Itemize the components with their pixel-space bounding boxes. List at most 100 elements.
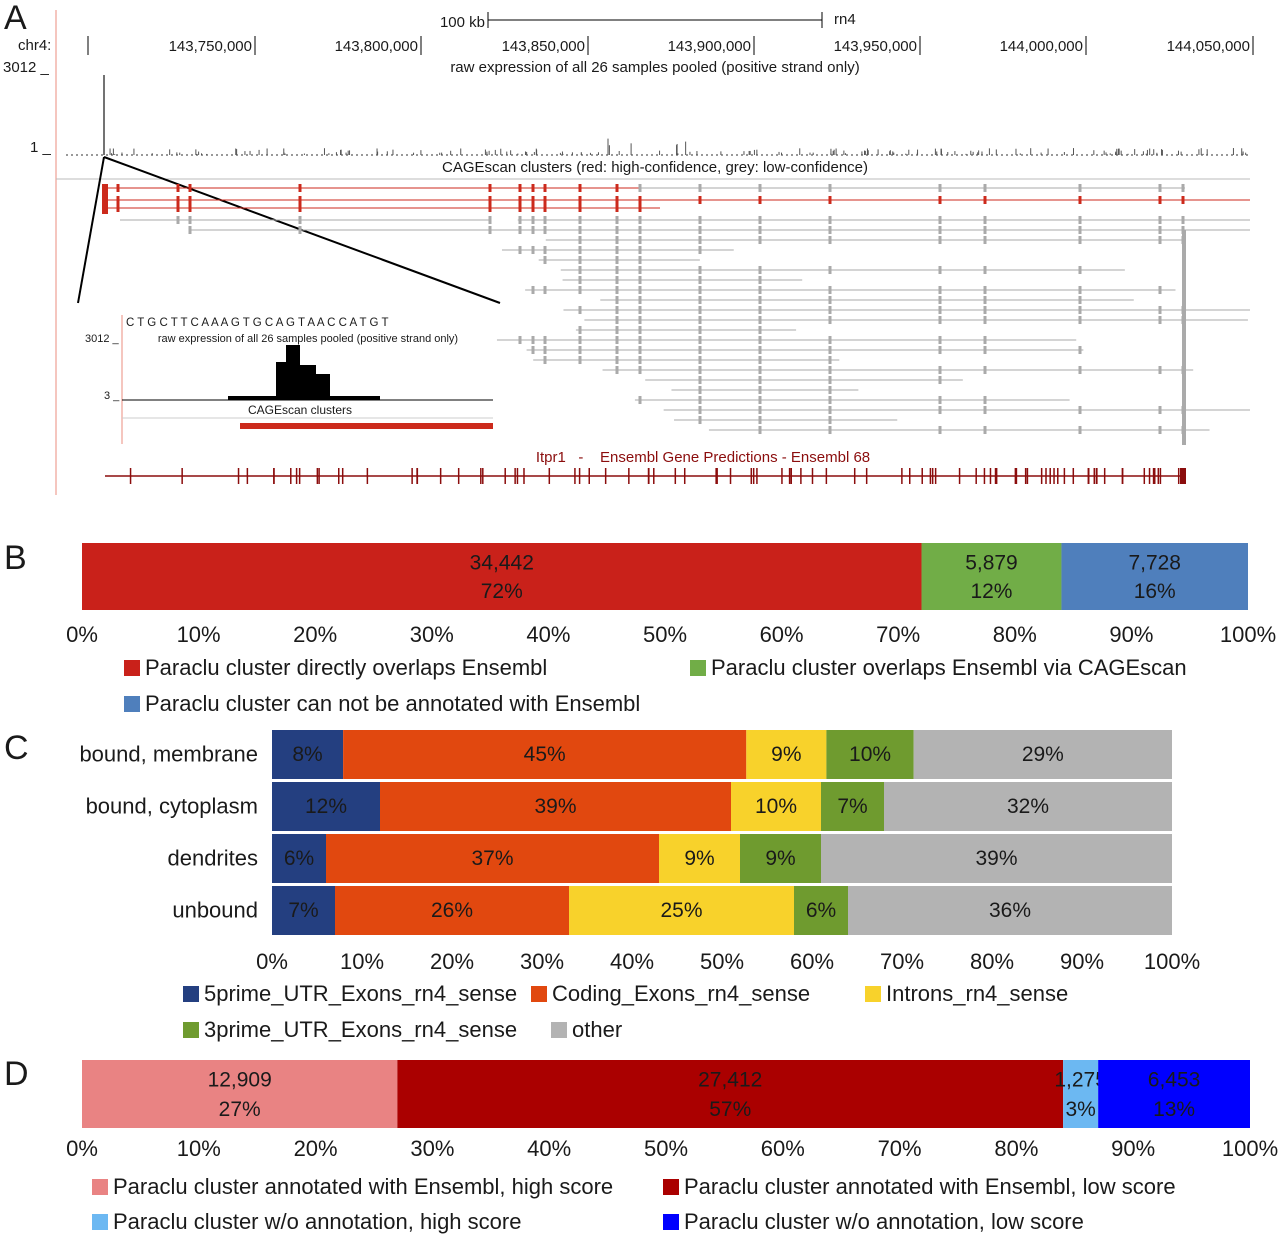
value-label: 57% [709,1098,751,1121]
cluster-exon [615,236,619,244]
cluster-exon [983,296,987,304]
bar-segment [731,782,821,831]
bar-segment [326,834,659,883]
cluster-exon [1158,236,1162,244]
cluster-exon [698,326,702,334]
x-tick-label: 90% [1109,622,1153,647]
x-tick-label: 80% [994,1136,1038,1161]
cluster-exon [828,184,832,192]
legend-swatch [124,660,140,676]
cluster-exon [615,276,619,284]
cluster-exon [758,306,762,314]
cluster-exon [938,184,942,192]
cluster-exon [615,326,619,334]
cluster-exon [983,426,987,434]
legend-label: Paraclu cluster can not be annotated wit… [145,691,640,716]
cluster-exon [578,246,582,254]
cluster-exon [578,266,582,274]
cluster-exon [578,276,582,284]
cluster-exon [543,196,547,204]
legend-label: Paraclu cluster w/o annotation, high sco… [113,1209,521,1234]
x-tick-label: 70% [876,622,920,647]
cluster-exon [983,286,987,294]
bar-segment [569,886,794,935]
cluster-exon [938,226,942,234]
cluster-exon [518,246,522,254]
bar-segment [272,730,344,779]
cluster-exon [758,276,762,284]
legend-swatch [690,660,706,676]
cluster-exon [578,216,582,224]
legend-label: Paraclu cluster overlaps Ensembl via CAG… [711,655,1187,680]
count-label: 34,442 [470,551,534,574]
cluster-exon [638,236,642,244]
cluster-exon [758,356,762,364]
x-tick-label: 60% [761,1136,805,1161]
gene-track-title: Itpr1 - Ensembl Gene Predictions - Ensem… [536,449,870,466]
cluster-exon [758,316,762,324]
x-tick-label: 40% [526,622,570,647]
cluster-exon [188,226,192,234]
cluster-exon [176,184,180,192]
cluster-exon [698,276,702,284]
x-tick-label: 30% [520,949,564,974]
cluster-exon [1158,366,1162,374]
cluster-exon [615,226,619,234]
legend-swatch [551,1022,567,1038]
cluster-exon [698,366,702,374]
cluster-exon [828,376,832,384]
value-label: 9% [684,847,714,870]
cluster-exon [698,416,702,424]
cluster-exon [638,216,642,224]
cluster-exon [578,236,582,244]
cluster-exon [638,296,642,304]
cluster-exon [578,346,582,354]
cluster-exon [758,326,762,334]
cluster-end [1182,230,1186,445]
cluster-exon [543,246,547,254]
cluster-exon [698,316,702,324]
cluster-exon [543,204,547,212]
inset-cluster [240,423,493,429]
bar-segment [746,730,827,779]
cluster-exon [828,356,832,364]
inset-max: 3012 _ [85,333,120,345]
panel-label: C [4,729,29,767]
cluster-exon [615,216,619,224]
cluster-exon [1078,236,1082,244]
cluster-exon [758,196,762,204]
x-tick-label: 90% [1060,949,1104,974]
cluster-exon [298,196,302,204]
cluster-exon [298,226,302,234]
cluster-exon [1078,366,1082,374]
category-label: bound, cytoplasm [86,793,258,818]
cluster-exon [615,286,619,294]
cluster-exon [116,184,120,192]
cluster-exon [102,184,108,214]
cluster-exon [758,406,762,414]
cluster-exon [518,184,522,192]
cluster-exon [518,216,522,224]
cluster-exon [615,266,619,274]
cluster-exon [758,416,762,424]
inset-signal [228,345,380,400]
cluster-exon [938,216,942,224]
cluster-exon [176,216,180,224]
count-label: 5,879 [965,551,1018,574]
cluster-exon [638,204,642,212]
count-label: 1,275 [1054,1069,1107,1092]
legend-swatch [183,1022,199,1038]
position-label: 144,000,000 [1000,38,1083,55]
cluster-exon [983,366,987,374]
value-label: 39% [975,847,1017,870]
x-tick-label: 100% [1222,1136,1278,1161]
cluster-exon [1078,296,1082,304]
cluster-exon [638,286,642,294]
cluster-exon [983,216,987,224]
cluster-exon [983,406,987,414]
cluster-exon [698,376,702,384]
legend-swatch [663,1214,679,1230]
cluster-exon [578,326,582,334]
legend-label: Paraclu cluster annotated with Ensembl, … [684,1174,1176,1199]
